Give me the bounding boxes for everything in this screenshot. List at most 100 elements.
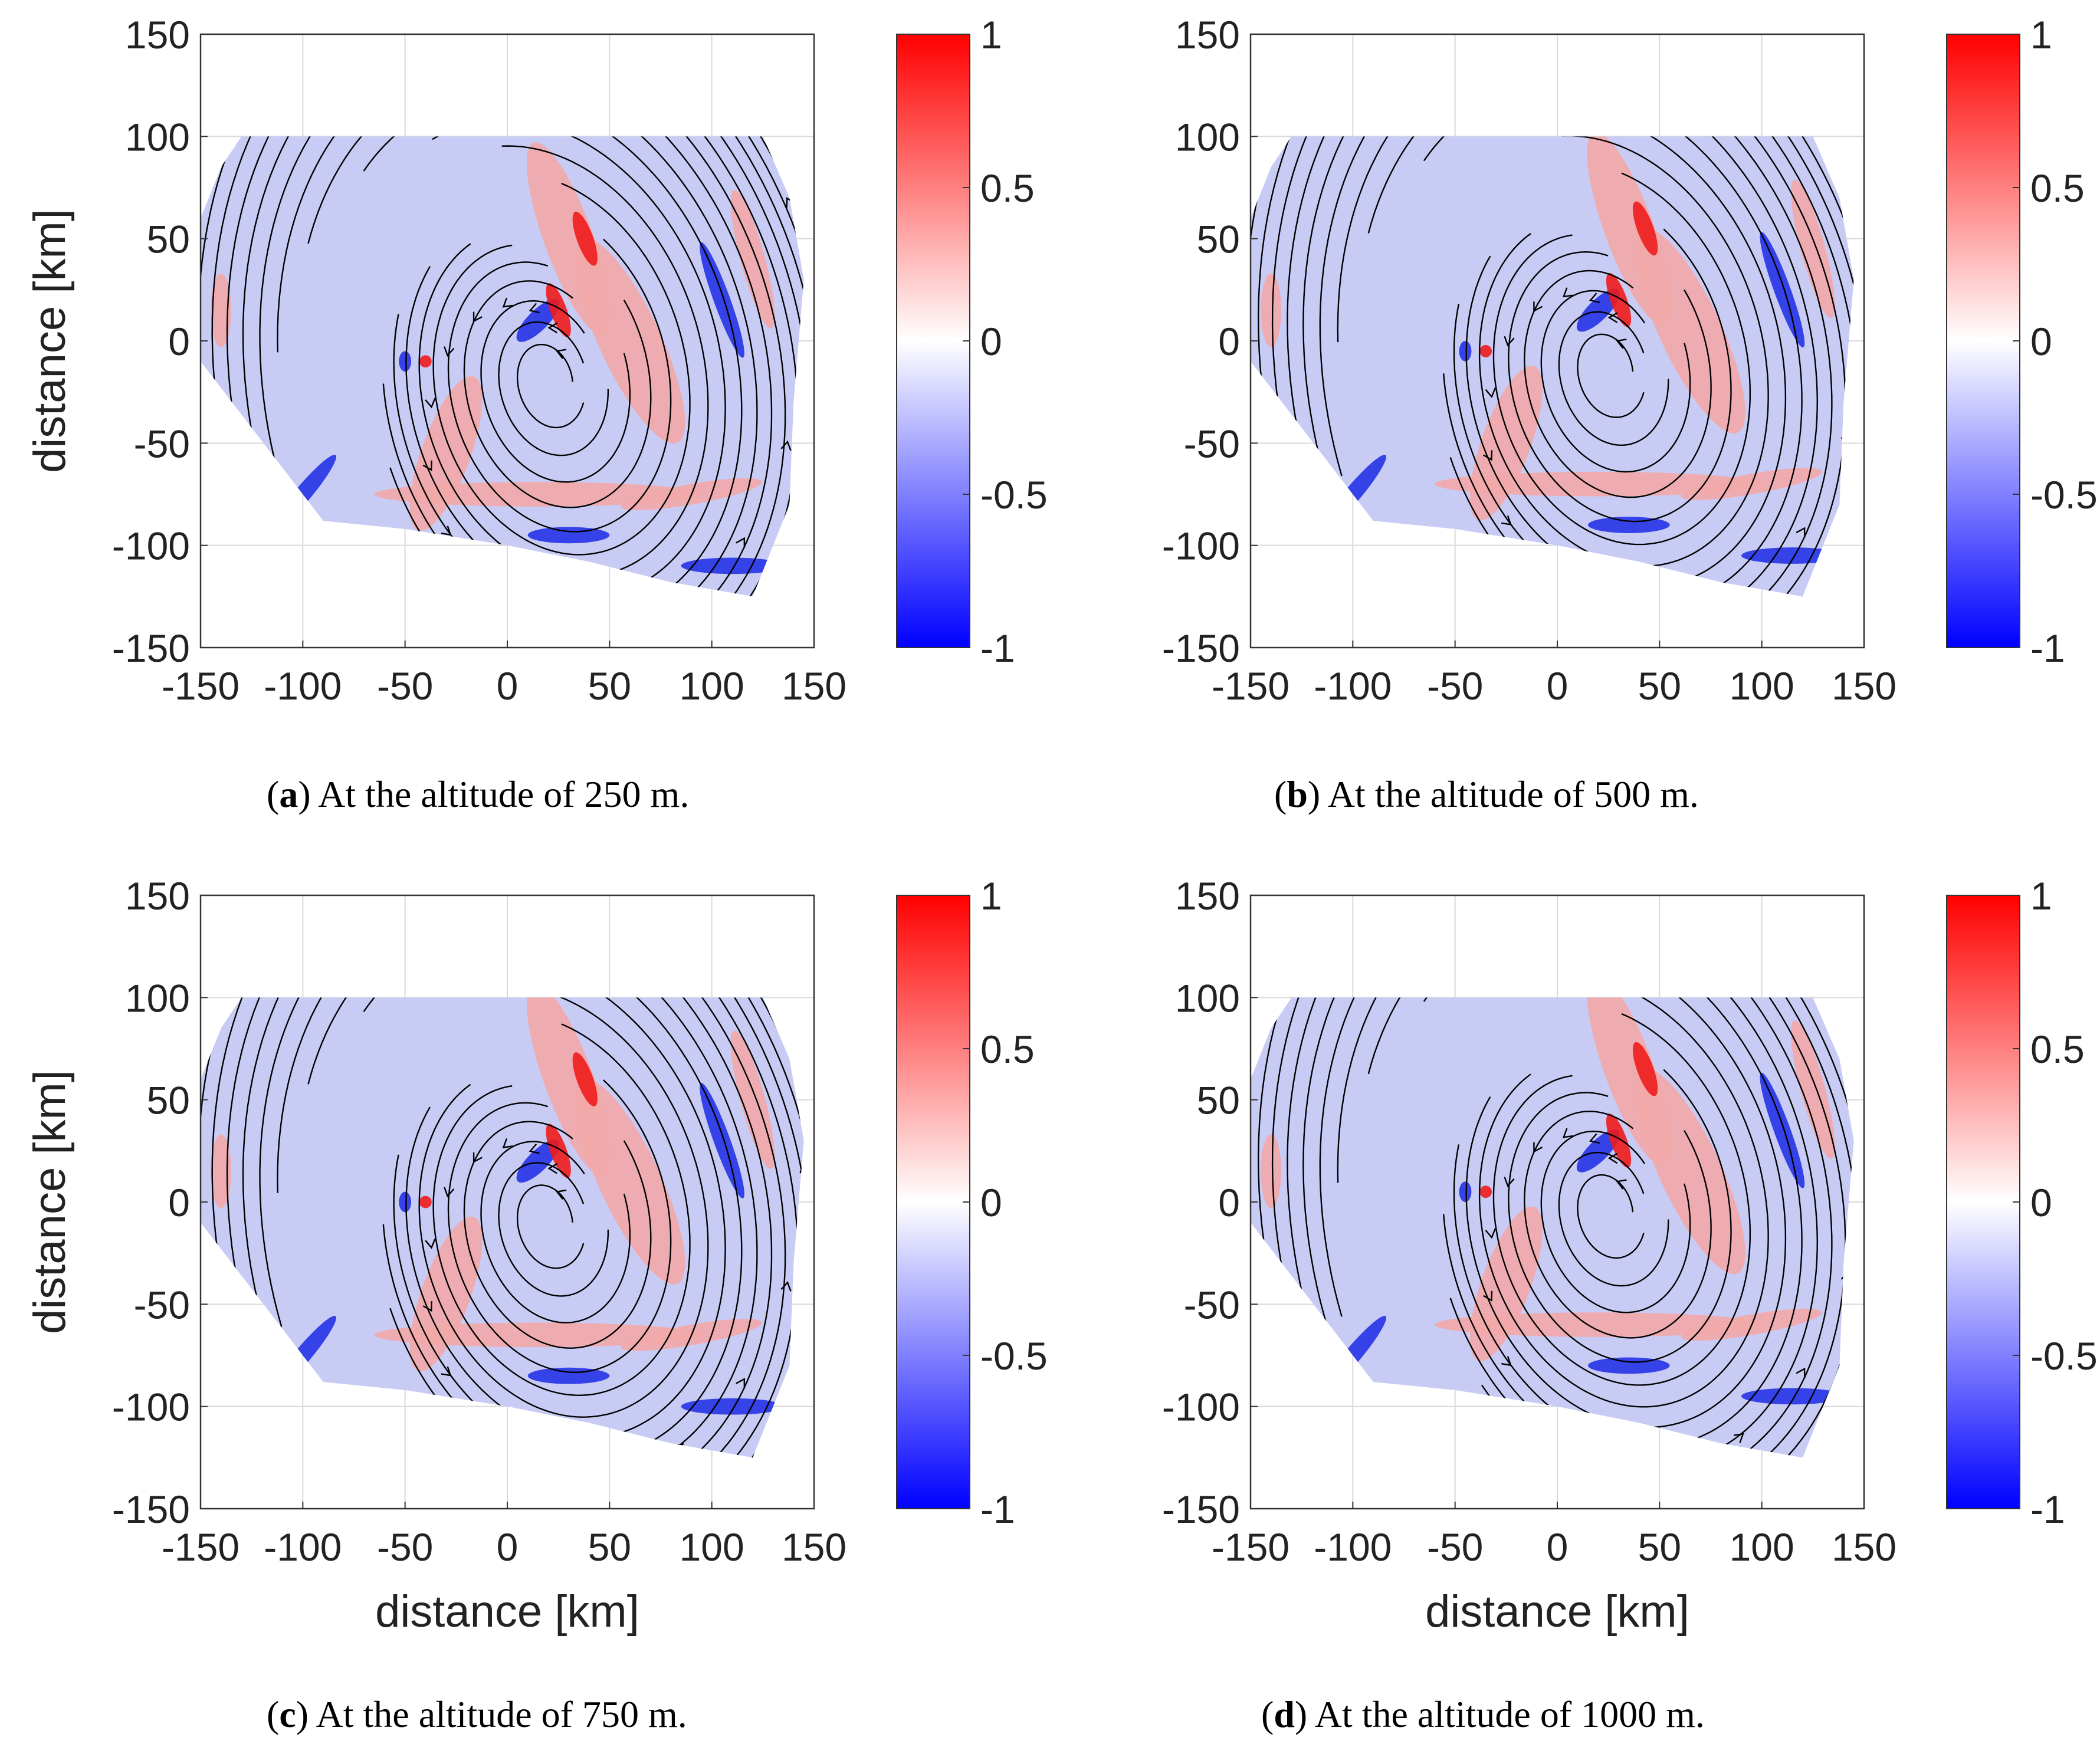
y-tick-label: 0 xyxy=(1218,1181,1240,1224)
y-tick-label: -50 xyxy=(1184,422,1240,465)
streamline xyxy=(277,136,773,597)
streamline xyxy=(516,1184,585,1269)
x-tick-label: 150 xyxy=(782,1525,846,1569)
y-tick-label: 100 xyxy=(125,976,190,1020)
streamline-arrow xyxy=(654,0,664,1)
x-tick-label: 100 xyxy=(1730,664,1794,708)
x-tick-label: -50 xyxy=(377,1525,433,1569)
streamline-arrow xyxy=(780,440,792,451)
x-tick-label: 150 xyxy=(1832,664,1896,708)
streamline-arrow xyxy=(538,621,546,630)
y-tick-label: 50 xyxy=(147,218,190,261)
streamline xyxy=(1577,333,1645,418)
negative-core xyxy=(1459,341,1472,362)
negative-streak xyxy=(516,1139,560,1183)
x-tick-label: 150 xyxy=(1832,1525,1896,1569)
positive-band xyxy=(575,1079,685,1285)
x-tick-label: -50 xyxy=(1427,664,1483,708)
x-tick-label: -50 xyxy=(1427,1525,1483,1569)
positive-band xyxy=(1435,471,1762,497)
streamline-arrow xyxy=(736,83,746,91)
streamline-arrow xyxy=(472,1152,483,1163)
y-tick-label: 50 xyxy=(1197,218,1240,261)
x-tick-label: 0 xyxy=(497,1525,519,1569)
colorbar xyxy=(896,34,970,648)
streamline-arrow xyxy=(1485,1228,1496,1239)
colorbar-tick-label: -0.5 xyxy=(980,1334,1048,1378)
negative-streak xyxy=(1576,288,1620,332)
colorbar-tick-label: 0 xyxy=(980,320,1002,363)
streamline-arrow xyxy=(444,346,455,357)
positive-core xyxy=(419,355,432,368)
streamline xyxy=(1524,1111,1712,1339)
streamline xyxy=(1492,172,1751,546)
y-tick-label: -100 xyxy=(1162,524,1240,568)
streamline xyxy=(242,997,799,1458)
negative-streak xyxy=(681,557,784,574)
negative-streak xyxy=(700,242,744,358)
streamline xyxy=(1558,1152,1669,1287)
colorbar-tick-label: 0 xyxy=(2030,320,2052,363)
streamline-arrow xyxy=(1533,301,1543,313)
positive-core xyxy=(1632,1042,1658,1096)
x-tick-label: -100 xyxy=(264,1525,342,1569)
streamline-arrow xyxy=(604,1471,613,1480)
x-tick-label: -100 xyxy=(1314,664,1392,708)
colorbar xyxy=(896,895,970,1509)
streamline xyxy=(259,997,786,1458)
streamline xyxy=(1508,228,1732,523)
streamline xyxy=(1337,997,1833,1458)
streamline-arrow xyxy=(1589,293,1600,303)
panel-a: -150 -100 -50 0 50 100 150 150 100 50 0 -50 -100 -150… xyxy=(0,0,1050,743)
colorbar-tick-label: 0 xyxy=(2030,1181,2052,1224)
streamline-arrow xyxy=(529,303,540,314)
field-domain xyxy=(201,997,804,1458)
y-tick-label: 100 xyxy=(1175,115,1240,159)
streamline-arrow xyxy=(1485,387,1496,399)
streamline xyxy=(1508,1069,1732,1363)
x-tick-label: -50 xyxy=(377,664,433,708)
y-tick-label: -50 xyxy=(134,422,190,465)
streamline-arrow xyxy=(556,1189,567,1200)
positive-band xyxy=(575,238,685,444)
negative-streak xyxy=(527,1367,610,1384)
streamline xyxy=(1319,136,1846,597)
streamline xyxy=(1577,1174,1645,1259)
streamline-arrow xyxy=(425,1239,436,1249)
streamline-arrow xyxy=(1533,1142,1543,1153)
x-tick-label: 150 xyxy=(782,664,846,708)
positive-band xyxy=(211,1134,231,1208)
streamline xyxy=(432,182,691,556)
y-tick-label: 0 xyxy=(1218,320,1240,363)
streamline-arrow xyxy=(480,583,491,593)
colorbar-tick-label: 1 xyxy=(2030,13,2052,57)
colorbar-tick-label: 1 xyxy=(980,13,1002,57)
colorbar-tick-label: 1 xyxy=(980,874,1002,918)
y-axis-label: distance [km] xyxy=(25,1070,75,1334)
streamline-arrow xyxy=(1501,1356,1512,1367)
streamline xyxy=(1423,997,1803,1448)
y-axis-label: distance [km] xyxy=(25,209,75,473)
positive-band xyxy=(374,482,702,507)
colorbar-tick-label: 0.5 xyxy=(2030,166,2085,210)
streamline xyxy=(277,997,773,1458)
streamline-arrow xyxy=(1482,1290,1493,1302)
streamline-arrow xyxy=(547,1162,558,1174)
negative-streak xyxy=(516,298,560,342)
positive-core xyxy=(1632,201,1658,256)
y-tick-label: 50 xyxy=(147,1079,190,1122)
x-tick-label: 0 xyxy=(497,664,519,708)
y-tick-label: 150 xyxy=(125,874,190,918)
x-axis-label: distance [km] xyxy=(1425,1587,1689,1637)
streamline-arrow xyxy=(422,460,432,471)
streamline-arrow xyxy=(444,1187,455,1198)
streamline xyxy=(1423,136,1803,597)
streamline-arrow xyxy=(322,6,332,15)
negative-streak xyxy=(1760,1072,1805,1188)
streamline xyxy=(432,1023,691,1397)
streamline-arrow xyxy=(547,322,558,334)
streamline xyxy=(480,300,631,483)
streamline xyxy=(447,238,672,533)
streamline xyxy=(1465,136,1787,588)
colorbar-tick-label: -1 xyxy=(980,626,1015,670)
